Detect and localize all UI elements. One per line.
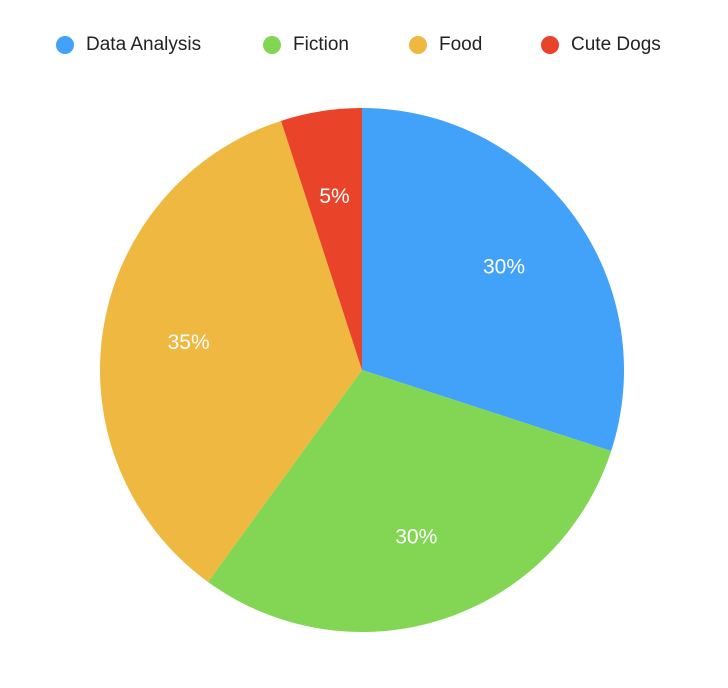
legend-swatch-cute-dogs (541, 36, 559, 54)
pie-slice-cute-dogs (281, 108, 362, 370)
pie-slice-food (99, 120, 363, 582)
slice-label-data-analysis: 30% (483, 255, 525, 278)
legend-swatch-data-analysis (56, 36, 74, 54)
legend-item-fiction: Fiction (263, 31, 349, 59)
slice-label-food: 35% (168, 331, 210, 354)
legend-label-cute-dogs: Cute Dogs (571, 34, 661, 55)
legend-item-data-analysis: Data Analysis (56, 31, 201, 59)
chart-legend: Data Analysis Fiction Food Cute Dogs (0, 31, 728, 59)
legend-label-data-analysis: Data Analysis (86, 34, 202, 55)
slice-label-cute-dogs: 5% (319, 185, 349, 208)
legend-swatch-fiction (263, 36, 281, 54)
pie-slice-data-analysis (362, 108, 624, 451)
slice-label-fiction: 30% (395, 525, 437, 548)
pie-slice-fiction (208, 370, 612, 632)
legend-item-cute-dogs: Cute Dogs (541, 31, 661, 59)
legend-swatch-food (409, 36, 427, 54)
legend-item-food: Food (409, 31, 482, 59)
legend-label-fiction: Fiction (293, 34, 349, 55)
legend-label-food: Food (439, 34, 483, 55)
